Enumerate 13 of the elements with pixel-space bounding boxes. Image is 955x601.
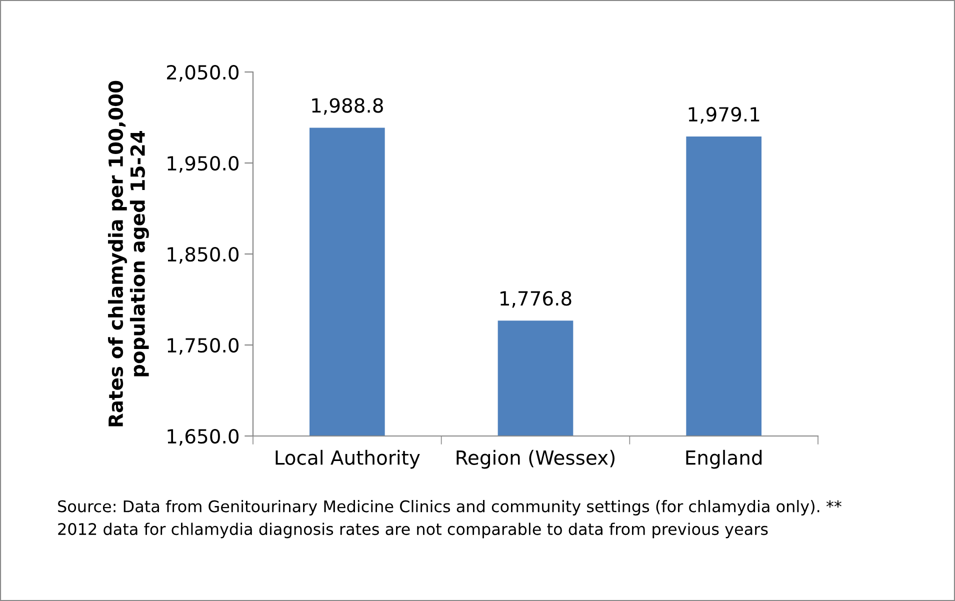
data-label: 1,979.1: [688, 106, 760, 124]
y-axis-title: Rates of chlamydia per 100,000 population aged 15-24: [108, 80, 149, 426]
x-tick-label: England: [686, 450, 762, 469]
x-tick-label: Region (Wessex): [456, 450, 615, 469]
y-tick-label: 1,650.0: [168, 428, 239, 446]
y-tick-label: 2,050.0: [167, 64, 239, 82]
y-tick-label: 1,850.0: [168, 246, 239, 264]
y-tick-label: 1,750.0: [168, 338, 239, 355]
data-label: 1,776.8: [500, 291, 572, 308]
source-note: Source: Data from Genitourinary Medicine Clinics and community settings (for chlamydia only). ** 2012 data for chlamydia diagnosis rates are not comparable to data from previous years: [58, 500, 842, 538]
data-label: 1,988.8: [312, 98, 383, 115]
x-tick-label: Local Authority: [276, 450, 420, 469]
y-tick-label: 1,950.0: [168, 156, 239, 173]
